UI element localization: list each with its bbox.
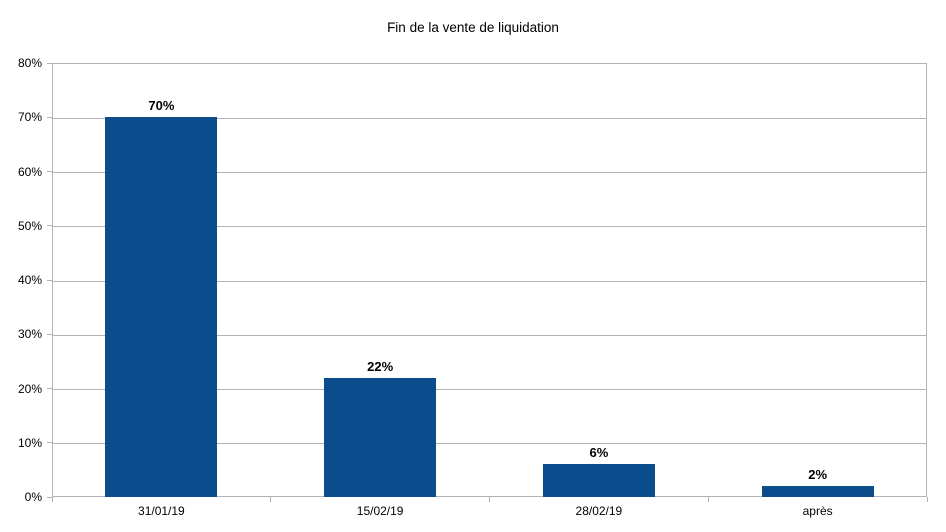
y-axis-label: 60% — [17, 164, 42, 179]
y-axis-tick — [47, 116, 52, 118]
y-axis-tick — [47, 62, 52, 64]
gridline — [53, 443, 926, 445]
y-axis-tick — [47, 333, 52, 335]
y-axis-label: 80% — [17, 56, 42, 70]
bar-value-label: 70% — [148, 98, 175, 114]
y-axis-tick — [47, 496, 52, 498]
gridline — [53, 117, 926, 119]
y-axis-label: 10% — [17, 435, 42, 450]
y-axis-tick — [47, 442, 52, 444]
x-axis-tick — [51, 497, 53, 502]
bar — [542, 464, 655, 497]
chart-title: Fin de la vente de liquidation — [387, 20, 559, 35]
y-axis-tick — [47, 225, 52, 227]
x-axis-label: 15/02/19 — [356, 504, 404, 518]
x-axis-tick — [489, 497, 490, 502]
gridline — [53, 172, 926, 173]
x-axis-label: après — [802, 504, 833, 518]
y-axis-tick — [47, 279, 52, 281]
gridline — [53, 226, 926, 228]
x-axis-tick — [926, 497, 928, 502]
y-axis-label: 30% — [17, 327, 42, 342]
bar-value-label: 2% — [808, 467, 828, 483]
bar — [105, 117, 218, 497]
gridline — [53, 280, 926, 282]
gridline — [53, 389, 926, 390]
plot-area — [52, 63, 927, 497]
x-axis-label: 28/02/19 — [575, 504, 623, 518]
x-axis-tick — [270, 497, 272, 502]
y-axis-label: 0% — [24, 490, 42, 504]
bar — [761, 486, 874, 497]
gridline — [53, 334, 926, 336]
bar-value-label: 22% — [367, 358, 394, 374]
y-axis-label: 40% — [17, 273, 42, 287]
y-axis-label: 50% — [17, 218, 42, 233]
y-axis-label: 70% — [17, 110, 42, 125]
bar-value-label: 6% — [589, 445, 609, 461]
y-axis-label: 20% — [17, 381, 42, 396]
y-axis-tick — [47, 171, 52, 172]
x-axis-label: 31/01/19 — [138, 504, 185, 518]
y-axis-tick — [47, 388, 52, 389]
bar — [324, 377, 437, 497]
x-axis-tick — [707, 497, 709, 502]
